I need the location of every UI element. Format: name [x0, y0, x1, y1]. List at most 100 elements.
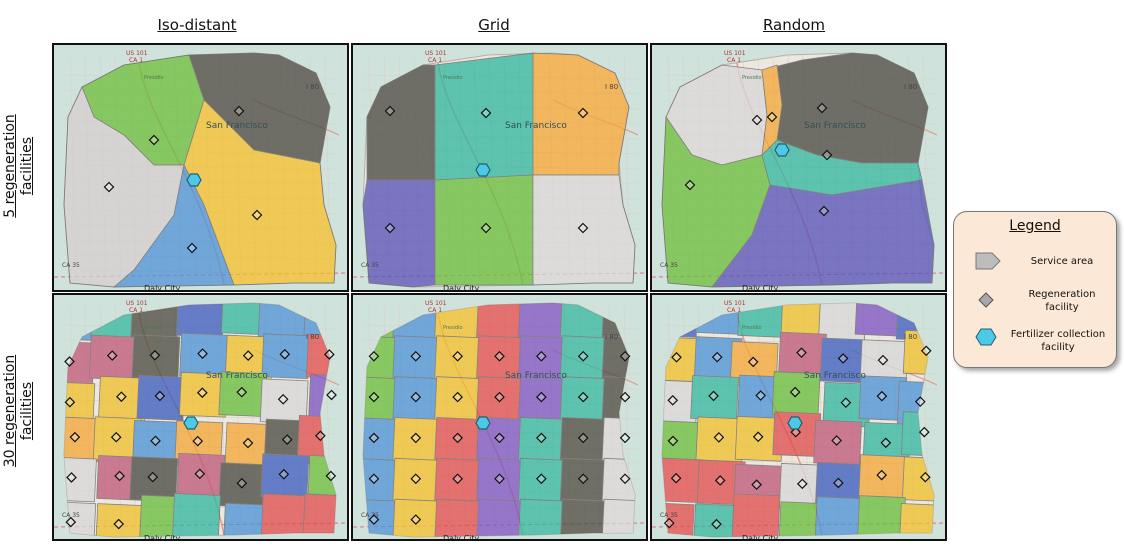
regeneration-facility-marker — [452, 350, 463, 362]
service-area — [518, 498, 567, 537]
service-area — [901, 456, 934, 503]
regeneration-facility-marker — [368, 432, 380, 444]
regeneration-facility-marker — [452, 391, 463, 403]
map-panel-grid-30: US 101 CA 1 I 80 Presidio San Francisco CA 35… — [351, 293, 648, 541]
regeneration-facility-marker — [114, 470, 125, 482]
service-area — [734, 415, 784, 462]
service-area — [261, 333, 311, 380]
regeneration-facility-marker — [196, 387, 208, 399]
map-label-ca1: CA 1 — [129, 307, 143, 314]
regeneration-facility-marker — [251, 209, 263, 221]
regeneration-facility-marker — [755, 390, 767, 401]
map-label-ca1: CA 1 — [428, 307, 442, 314]
regeneration-facility-marker — [877, 354, 889, 366]
map-label-city: San Francisco — [505, 121, 567, 131]
regeneration-facility-marker — [64, 396, 76, 408]
map-label-city: San Francisco — [206, 371, 268, 381]
map-label-ca35: CA 35 — [361, 512, 379, 519]
regeneration-facility-marker — [619, 350, 631, 362]
regeneration-facility-marker — [619, 391, 631, 403]
regeneration-facility-marker — [667, 435, 679, 447]
regeneration-facility-marker — [236, 386, 248, 398]
regeneration-facility-marker — [480, 107, 492, 119]
service-area — [898, 503, 934, 537]
map-label-presidio: Presidio — [443, 325, 463, 331]
map-label-i80: I 80 — [904, 333, 917, 341]
regeneration-facility-marker — [751, 479, 762, 490]
map-panel-grid-5: US 101 CA 1 I 80 Presidio San Francisco CA 35… — [351, 43, 648, 292]
service-area — [434, 498, 483, 537]
regeneration-facility-marker — [876, 469, 888, 481]
regeneration-facility-marker — [667, 394, 679, 406]
regeneration-facility-marker — [66, 472, 77, 483]
legend: Legend Service area Regeneration facilit… — [953, 211, 1117, 368]
map-label-ca35: CA 35 — [660, 262, 678, 269]
row-title-30-facilities: 30 regeneration facilities — [2, 354, 35, 468]
regeneration-facility-marker — [192, 435, 204, 447]
map-label-city: San Francisco — [505, 371, 567, 381]
map-label-city: San Francisco — [804, 371, 866, 381]
regeneration-facility-marker — [684, 179, 696, 191]
regeneration-facility-marker — [278, 468, 290, 480]
service-area — [136, 375, 186, 421]
map-label-us101: US 101 — [724, 50, 746, 57]
regeneration-facility-marker — [186, 242, 198, 254]
regeneration-facility-marker — [236, 477, 248, 489]
map-panel-iso-distant-5: US 101 CA 1 I 80 Presidio San Francisco CA 35… — [52, 43, 349, 292]
service-area — [172, 493, 221, 537]
regeneration-facility-marker — [789, 386, 801, 398]
map-label-daly-city: Daly City — [443, 284, 480, 290]
map-label-ca35: CA 35 — [62, 262, 80, 269]
map-label-daly-city: Daly City — [443, 534, 480, 540]
service-area — [711, 179, 935, 288]
regeneration-facility-marker — [711, 351, 723, 363]
regeneration-facility-marker — [65, 516, 77, 528]
regeneration-facility-marker — [69, 431, 81, 443]
regeneration-facility-marker — [840, 397, 852, 408]
regeneration-facility-marker — [147, 471, 159, 483]
map-label-i80: I 80 — [605, 83, 618, 91]
fertilizer-collection-marker — [183, 416, 199, 430]
row-title-5-facilities: 5 regeneration facilities — [2, 114, 35, 218]
regeneration-facility-marker — [536, 473, 547, 485]
regeneration-facility-marker — [711, 518, 722, 530]
regeneration-facility-marker — [619, 473, 631, 485]
regeneration-facility-marker — [919, 471, 931, 483]
service-area — [693, 503, 742, 537]
regeneration-facility-marker — [663, 517, 675, 529]
regeneration-facility-marker — [326, 389, 337, 401]
regeneration-facility-marker — [194, 468, 206, 480]
regeneration-facility-marker — [384, 105, 396, 117]
regeneration-facility-marker — [714, 475, 726, 486]
map-label-daly-city: Daly City — [742, 534, 779, 540]
regeneration-facility-marker — [150, 435, 161, 447]
regeneration-facility-marker — [197, 348, 208, 359]
legend-regeneration-label: Regeneration facility — [1028, 289, 1096, 313]
regeneration-facility-marker — [242, 437, 254, 449]
regeneration-facility-marker — [790, 426, 802, 438]
regeneration-facility-marker — [368, 514, 380, 525]
service-area — [362, 179, 436, 288]
map-label-daly-city: Daly City — [144, 284, 181, 290]
map-label-us101: US 101 — [126, 300, 148, 307]
fertilizer-collection-marker — [774, 143, 790, 157]
regeneration-facility-marker — [832, 477, 844, 489]
map-label-us101: US 101 — [425, 300, 447, 307]
regeneration-facility-marker — [110, 431, 122, 443]
map-label-ca35: CA 35 — [660, 512, 678, 519]
service-area — [731, 493, 781, 537]
service-area — [814, 496, 864, 537]
map-label-us101: US 101 — [126, 50, 148, 57]
service-area — [434, 52, 534, 181]
regeneration-facility-marker — [149, 349, 161, 361]
fertilizer-collection-marker — [186, 173, 202, 187]
map-label-ca35: CA 35 — [62, 512, 80, 519]
fertilizer-collection-marker — [475, 163, 491, 177]
regeneration-facility-marker — [64, 356, 75, 367]
regeneration-facility-marker — [880, 437, 892, 449]
regeneration-facility-marker — [103, 181, 115, 193]
service-area — [476, 498, 525, 537]
legend-fertilizer-label: Fertilizer collection facility — [1010, 329, 1106, 353]
map-label-i80: I 80 — [306, 83, 319, 91]
